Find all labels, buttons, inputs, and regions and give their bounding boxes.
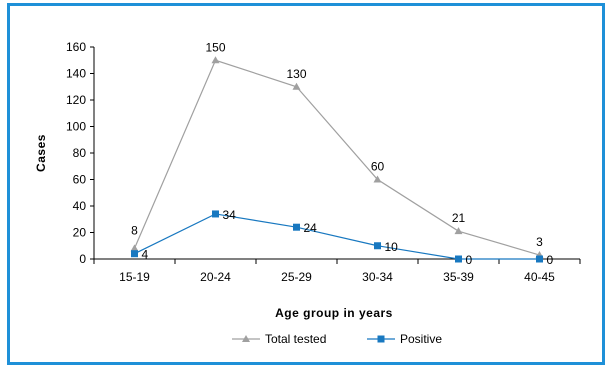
data-point [536, 255, 543, 263]
data-point [211, 56, 220, 64]
legend-marker [242, 335, 250, 342]
data-point [374, 242, 381, 250]
series-line [133, 59, 540, 256]
data-label: 3 [536, 235, 543, 249]
data-point [454, 227, 463, 235]
y-tick-label: 0 [79, 252, 86, 266]
y-tick-label: 80 [73, 146, 87, 160]
y-tick-label: 40 [73, 199, 87, 213]
y-tick-label: 60 [73, 173, 87, 187]
y-tick-label: 140 [66, 67, 86, 81]
data-point [292, 82, 301, 90]
x-axis-title: Age group in years [275, 306, 393, 320]
data-label: 0 [466, 253, 473, 267]
y-tick-label: 20 [73, 226, 87, 240]
data-label: 21 [452, 211, 466, 225]
data-point [373, 175, 382, 183]
data-label: 60 [371, 160, 385, 174]
data-point [455, 255, 462, 263]
y-tick-label: 160 [66, 40, 86, 54]
data-label: 130 [286, 67, 306, 81]
x-axis: 15-19 20-24 25-29 30-34 35-39 40-45 [93, 258, 581, 284]
y-axis: 0 20 40 60 80 100 120 140 160 [66, 40, 95, 266]
data-label: 8 [131, 223, 138, 237]
legend-label: Total tested [265, 332, 326, 346]
series-layer [130, 56, 544, 263]
x-tick-label: 25-29 [281, 270, 312, 284]
legend-item: Total tested [232, 332, 326, 346]
x-tick-label: 30-34 [362, 270, 393, 284]
x-tick-label: 20-24 [200, 270, 231, 284]
data-label: 24 [304, 221, 318, 235]
data-label: 34 [223, 208, 237, 222]
data-point [212, 210, 219, 218]
data-point [130, 244, 139, 252]
y-tick-label: 100 [66, 120, 86, 134]
y-tick-label: 120 [66, 93, 86, 107]
data-label: 4 [142, 248, 149, 262]
legend-label: Positive [400, 332, 442, 346]
y-axis-title: Cases [34, 134, 48, 172]
x-tick-label: 40-45 [524, 270, 555, 284]
chart-frame [7, 3, 605, 365]
legend-item: Positive [367, 332, 442, 346]
data-point [131, 250, 138, 258]
data-label: 150 [205, 40, 225, 54]
data-label: 0 [547, 253, 554, 267]
x-tick-label: 15-19 [119, 270, 150, 284]
x-tick-label: 35-39 [443, 270, 474, 284]
legend: Total tested Positive [232, 332, 442, 346]
data-label: 10 [385, 240, 399, 254]
data-point [293, 223, 300, 231]
legend-marker [377, 335, 385, 343]
series-line [134, 213, 540, 260]
